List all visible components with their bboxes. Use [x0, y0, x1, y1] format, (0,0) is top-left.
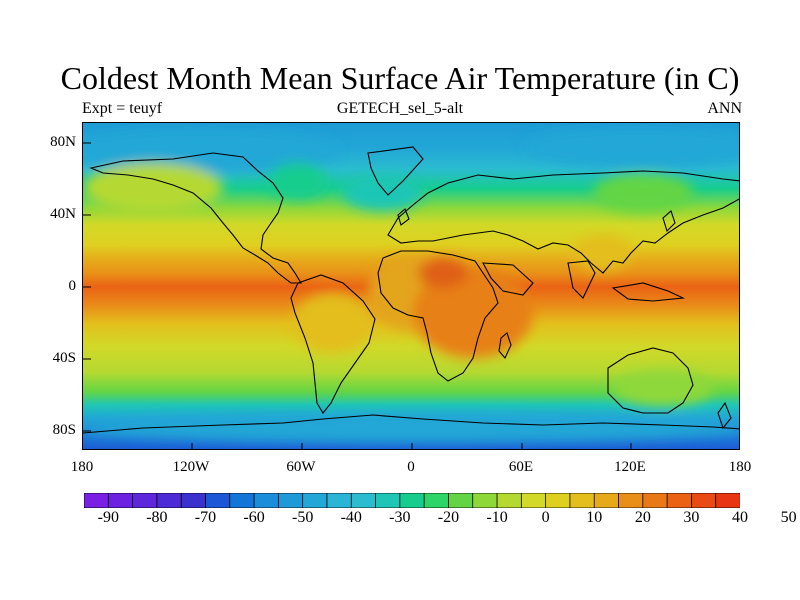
colorbar-label: 50	[780, 509, 797, 526]
colorbar-label: 20	[634, 509, 651, 526]
colorbar-box	[569, 493, 595, 508]
africa-outline	[377, 250, 499, 382]
arabia-outline	[482, 262, 534, 296]
colorbar-label: 0	[541, 509, 550, 526]
india-outline	[567, 260, 596, 299]
colorbar-box	[326, 493, 352, 508]
colorbar-label: 10	[586, 509, 603, 526]
new-zealand-outline	[717, 401, 732, 430]
colorbar-box	[375, 493, 401, 508]
lat-label-40s: 40S	[52, 350, 76, 366]
colorbar-box	[593, 493, 620, 508]
colorbar-box	[277, 493, 304, 508]
colorbar-box	[84, 493, 110, 508]
lat-label-40n: 40N	[50, 206, 76, 222]
colorbar-label: -40	[340, 509, 362, 526]
colorbar-box	[156, 493, 182, 508]
lon-label-120e: 120E	[614, 459, 646, 475]
indonesia-outline	[611, 282, 686, 302]
lon-label-0: 0	[407, 459, 415, 475]
lon-label-180e: 180	[728, 459, 752, 475]
north-america-outline	[89, 152, 302, 284]
colorbar-label: -60	[243, 509, 265, 526]
lon-label-60e: 60E	[508, 459, 534, 475]
experiment-label: Expt = teuyf	[82, 100, 163, 117]
colorbar-label: 30	[683, 509, 700, 526]
colorbar-box	[666, 493, 693, 508]
colorbar-box	[399, 493, 425, 508]
south-america-outline	[290, 274, 376, 414]
colorbar-box	[618, 493, 644, 508]
lat-label-80n: 80N	[50, 134, 76, 150]
colorbar-box	[132, 493, 158, 508]
lat-label-80s: 80S	[52, 422, 76, 438]
tick-marks	[83, 142, 632, 449]
map-svg	[83, 123, 739, 449]
colorbar-box	[448, 493, 474, 508]
colorbar-box	[496, 493, 523, 508]
lon-label-120w: 120W	[172, 459, 210, 475]
greenland-outline	[367, 146, 424, 196]
colorbar-label: -70	[194, 509, 217, 526]
colorbar-box	[107, 493, 134, 508]
dataset-label: GETECH_sel_5-alt	[336, 100, 464, 117]
colorbar-box	[229, 493, 255, 508]
colorbar-label: -80	[146, 509, 168, 526]
colorbar-box	[205, 493, 231, 508]
british-isles-outline	[397, 208, 410, 226]
colorbar-box	[715, 493, 740, 508]
colorbar-box	[423, 493, 450, 508]
colorbar-box	[642, 493, 668, 508]
colorbar-box	[520, 493, 547, 508]
colorbar	[84, 493, 740, 508]
eurasia-outline	[387, 170, 739, 274]
lon-label-180w: 180	[70, 459, 94, 475]
colorbar-label: -10	[486, 509, 508, 526]
colorbar-label: -20	[437, 509, 460, 526]
colorbar-box	[472, 493, 498, 508]
colorbar-label: -90	[97, 509, 119, 526]
season-label: ANN	[707, 100, 742, 117]
australia-outline	[607, 347, 694, 414]
colorbar-box	[180, 493, 207, 508]
colorbar-label: 40	[732, 509, 748, 526]
colorbar-box	[350, 493, 377, 508]
page-title: Coldest Month Mean Surface Air Temperatu…	[60, 60, 740, 96]
temperature-map	[82, 122, 740, 450]
coastlines	[83, 146, 739, 434]
temperature-patches	[83, 128, 739, 442]
lon-label-60w: 60W	[286, 459, 316, 475]
colorbar-box	[691, 493, 717, 508]
japan-outline	[662, 210, 676, 233]
antarctica-outline	[83, 414, 739, 434]
madagascar-outline	[498, 332, 512, 360]
colorbar-box	[302, 493, 328, 508]
lat-label-0: 0	[68, 278, 77, 294]
colorbar-box	[545, 493, 571, 508]
colorbar-label: -30	[389, 509, 411, 526]
colorbar-box	[253, 493, 280, 508]
colorbar-label: -50	[291, 509, 314, 526]
